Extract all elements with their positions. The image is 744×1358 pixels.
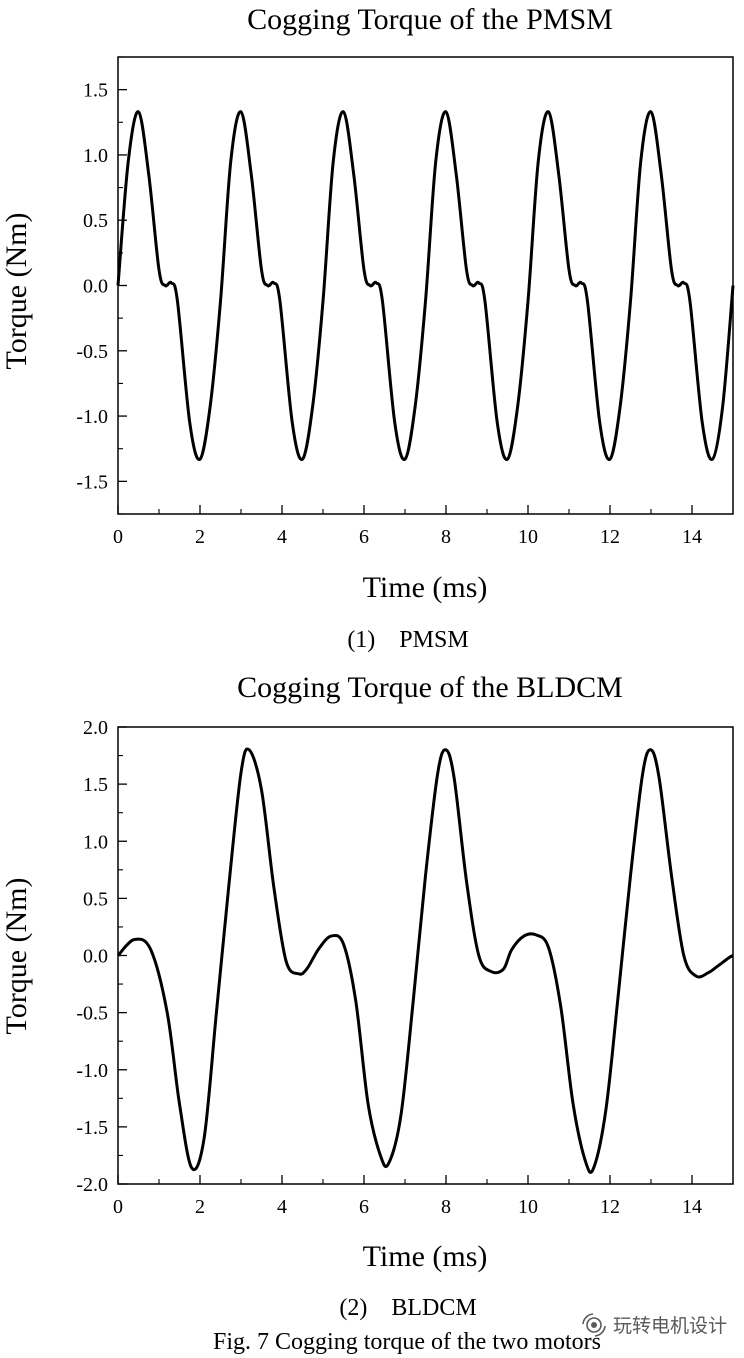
x-tick-label: 8: [441, 526, 451, 548]
x-tick-label: 6: [359, 1196, 369, 1218]
chart-bldcm-title: Cogging Torque of the BLDCM: [237, 671, 623, 704]
y-tick-label: -2.0: [76, 1174, 108, 1196]
x-tick-label: 2: [195, 526, 205, 548]
y-tick-label: 1.0: [83, 831, 108, 853]
x-tick-label: 8: [441, 1196, 451, 1218]
x-tick-label: 2: [195, 1196, 205, 1218]
chart-pmsm-series-line: [116, 110, 735, 461]
y-tick-label: -1.5: [76, 471, 108, 493]
chart-bldcm-y-axis-label: Torque (Nm): [0, 877, 33, 1034]
x-tick-label: 4: [277, 1196, 287, 1218]
y-tick-label: -0.5: [76, 341, 108, 363]
chart-bldcm-series-line: [116, 747, 734, 1174]
y-tick-label: 0.5: [83, 888, 108, 910]
y-tick-label: -1.5: [76, 1117, 108, 1139]
x-tick-label: 14: [682, 1196, 702, 1218]
x-tick-label: 4: [277, 526, 287, 548]
watermark-text: 玩转电机设计: [613, 1315, 727, 1337]
x-tick-label: 0: [113, 526, 123, 548]
y-tick-label: 1.5: [83, 80, 108, 102]
chart-pmsm-title: Cogging Torque of the PMSM: [247, 3, 613, 36]
y-tick-label: 0.5: [83, 210, 108, 232]
x-tick-label: 10: [518, 1196, 538, 1218]
chart-pmsm: Cogging Torque of the PMSM 0 2 4 6 8 10 12 14 -1…: [0, 3, 735, 653]
chart-bldcm-x-axis-label: Time (ms): [363, 1240, 488, 1273]
chart-bldcm-ticks: 0 2 4 6 8 10 12 14 -2.0 -1.5 -1.0 -0.5 0.0 0.5 1.0 1.5 2…: [76, 717, 702, 1218]
x-tick-label: 10: [518, 526, 538, 548]
chart-pmsm-y-axis-label: Torque (Nm): [0, 212, 33, 369]
y-tick-label: 1.0: [83, 145, 108, 167]
y-tick-label: -1.0: [76, 1060, 108, 1082]
y-tick-label: 1.5: [83, 774, 108, 796]
x-tick-label: 14: [682, 526, 702, 548]
chart-pmsm-ticks: 0 2 4 6 8 10 12 14 -1.5 -1.0 -0.5 0.0 0.5 1.0 1.5: [76, 56, 702, 548]
x-tick-label: 12: [600, 1196, 620, 1218]
y-tick-label: 0.0: [83, 946, 108, 968]
chart-pmsm-x-axis-label: Time (ms): [363, 571, 488, 604]
y-tick-label: 2.0: [83, 717, 108, 739]
watermark: 玩转电机设计: [582, 1313, 727, 1337]
wechat-channel-icon: [582, 1313, 606, 1337]
y-tick-label: -0.5: [76, 1003, 108, 1025]
x-tick-label: 0: [113, 1196, 123, 1218]
x-tick-label: 6: [359, 526, 369, 548]
chart-pmsm-sublabel: (1) PMSM: [347, 627, 468, 653]
figure-caption: Fig. 7 Cogging torque of the two motors: [213, 1329, 601, 1355]
x-tick-label: 12: [600, 526, 620, 548]
chart-pmsm-plot-frame: [117, 56, 734, 515]
chart-bldcm-sublabel: (2) BLDCM: [339, 1295, 476, 1321]
chart-bldcm-plot-frame: [117, 726, 734, 1185]
y-tick-label: -1.0: [76, 406, 108, 428]
chart-bldcm: Cogging Torque of the BLDCM 0 2 4 6 8 10 12 14 -…: [0, 671, 734, 1321]
y-tick-label: 0.0: [83, 276, 108, 298]
